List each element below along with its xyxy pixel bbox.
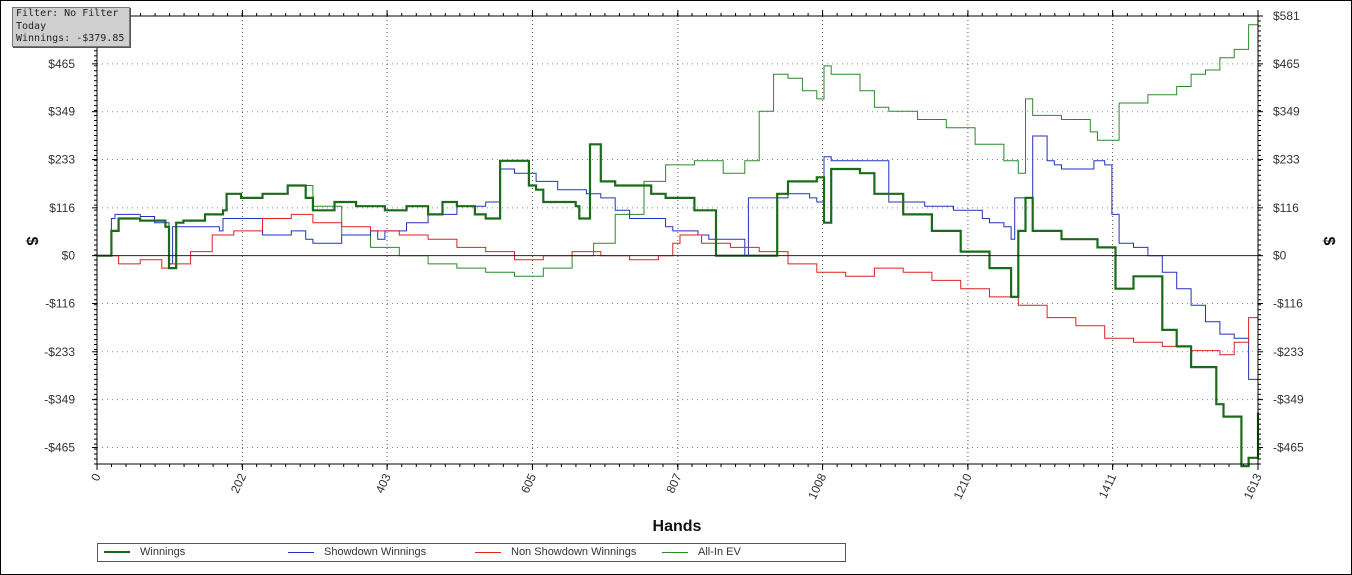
y-axis-title-left: $ [23, 237, 40, 246]
series-line-winnings [97, 143, 1260, 468]
period-label: Today [16, 20, 47, 32]
y-tick-label-right: -$465 [1273, 440, 1304, 454]
legend-item-winnings[interactable]: Winnings [104, 544, 185, 561]
y-tick-label-right: $233 [1273, 153, 1300, 167]
plot-area-border [96, 15, 1259, 465]
legend-label-all-in-ev: All-In EV [698, 546, 741, 558]
x-tick-label: 1613 [1241, 471, 1265, 501]
y-tick-label-left: -$465 [44, 440, 75, 454]
y-tick-label-left: -$349 [44, 393, 75, 407]
chart-legend: Winnings Showdown Winnings Non Showdown … [97, 543, 846, 562]
legend-swatch-winnings [104, 551, 130, 554]
y-axis-title-right: $ [1320, 237, 1337, 246]
legend-label-non-showdown-winnings: Non Showdown Winnings [511, 546, 637, 558]
winnings-label: Winnings: -$379.85 [16, 33, 125, 44]
series-line-non-showdown-winnings [97, 213, 1259, 356]
series-line-showdown-winnings [97, 135, 1259, 380]
y-tick-label-right: $581 [1273, 9, 1300, 23]
legend-swatch-all-in-ev [662, 551, 688, 553]
y-tick-label-right: -$349 [1273, 393, 1304, 407]
x-axis-title: Hands [653, 518, 702, 535]
x-tick-label: 1008 [805, 471, 829, 501]
legend-swatch-non-showdown-winnings [475, 551, 501, 553]
y-tick-label-right: -$233 [1273, 345, 1304, 359]
y-tick-label-left: -$116 [45, 297, 75, 311]
y-tick-label-left: $0 [62, 249, 76, 263]
y-tick-label-right: -$116 [1273, 297, 1303, 311]
y-tick-label-right: $465 [1273, 57, 1300, 71]
x-tick-label: 1411 [1096, 471, 1120, 501]
y-tick-label-left: $349 [48, 105, 75, 119]
y-tick-label-left: -$233 [44, 345, 75, 359]
x-tick-label: 807 [663, 471, 684, 495]
x-tick-label: 0 [88, 471, 104, 483]
x-tick-label: 202 [228, 471, 249, 495]
filter-label: Filter: No Filter [16, 8, 119, 19]
legend-label-showdown-winnings: Showdown Winnings [324, 546, 427, 558]
x-tick-label: 1210 [951, 471, 975, 501]
y-tick-label-left: $465 [48, 57, 75, 71]
legend-label-winnings: Winnings [140, 546, 186, 558]
legend-item-all-in-ev[interactable]: All-In EV [662, 544, 741, 561]
x-tick-label: 403 [373, 471, 394, 495]
grid [97, 16, 1258, 464]
filter-info-box: Filter: No Filter Today Winnings: -$379.… [12, 7, 130, 47]
legend-item-non-showdown-winnings[interactable]: Non Showdown Winnings [475, 544, 636, 561]
series-lines [97, 20, 1260, 468]
legend-item-showdown-winnings[interactable]: Showdown Winnings [288, 544, 426, 561]
y-tick-label-left: $233 [48, 153, 75, 167]
legend-swatch-showdown-winnings [288, 551, 314, 553]
x-tick-label: 605 [518, 471, 539, 495]
y-tick-label-right: $116 [1273, 201, 1299, 215]
y-tick-label-right: $0 [1273, 249, 1287, 263]
y-tick-label-right: $349 [1273, 105, 1300, 119]
y-tick-label-left: $116 [49, 201, 75, 215]
